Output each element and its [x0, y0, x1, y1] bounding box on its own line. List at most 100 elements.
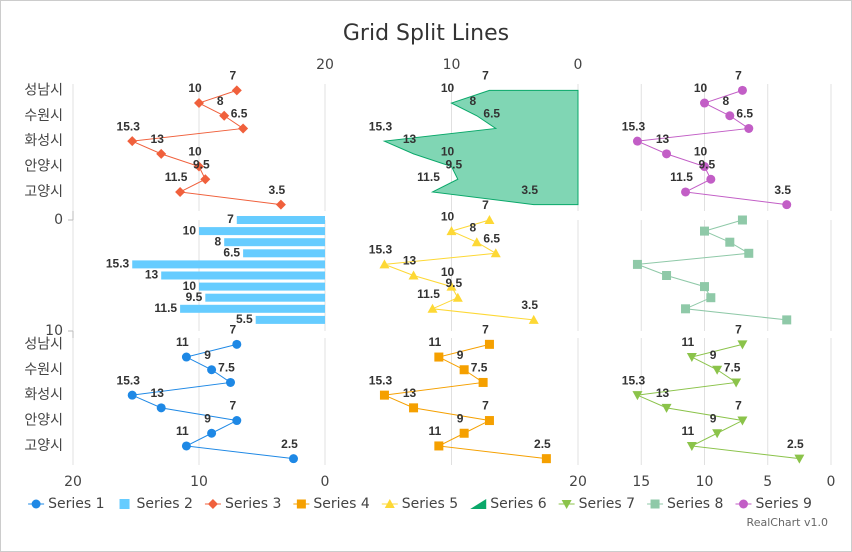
- bar: [199, 282, 325, 291]
- data-label: 8: [469, 94, 476, 108]
- marker: [175, 186, 186, 197]
- category-label: 고양시: [24, 184, 63, 200]
- data-label: 13: [403, 254, 417, 268]
- data-label: 11: [176, 335, 189, 349]
- data-label: 15.3: [117, 119, 141, 133]
- marker: [207, 428, 217, 438]
- marker: [232, 339, 242, 349]
- data-label: 7: [482, 69, 489, 83]
- marker: [681, 304, 691, 314]
- data-label: 7: [735, 399, 742, 413]
- marker: [156, 148, 167, 159]
- data-label: 6.5: [483, 231, 500, 245]
- line: [382, 343, 547, 460]
- y-tick-label: 0: [54, 212, 63, 228]
- data-label: 15.3: [106, 257, 130, 271]
- marker: [712, 365, 723, 375]
- marker: [446, 281, 457, 291]
- marker: [662, 271, 672, 280]
- line: [384, 219, 534, 321]
- x-tick-label: 10: [190, 474, 208, 490]
- data-label: 9.5: [445, 157, 462, 171]
- data-label: 7: [482, 399, 489, 413]
- marker: [459, 428, 469, 438]
- x-tick-label: 5: [763, 474, 772, 490]
- marker: [231, 85, 242, 96]
- legend-item: Series 5: [381, 496, 458, 512]
- bar: [199, 227, 325, 236]
- bar: [132, 260, 325, 269]
- data-label: 8: [217, 94, 224, 108]
- marker: [744, 248, 754, 258]
- category-label: 성남시: [24, 82, 63, 98]
- data-label: 9: [204, 411, 211, 425]
- marker: [700, 282, 709, 292]
- marker: [238, 123, 249, 134]
- legend-label: Series 9: [755, 496, 811, 512]
- data-label: 15.3: [117, 373, 141, 387]
- legend-marker: [650, 499, 660, 509]
- marker: [700, 98, 709, 108]
- legend-item: Series 3: [204, 496, 281, 512]
- x-tick-label: 20: [316, 57, 334, 73]
- data-label: 6.5: [736, 107, 753, 121]
- marker: [632, 391, 643, 401]
- marker: [379, 390, 389, 400]
- data-label: 13: [656, 132, 670, 146]
- marker: [379, 259, 390, 269]
- data-label: 11.5: [417, 170, 440, 184]
- area: [382, 89, 579, 206]
- category-label: 고양시: [24, 438, 63, 454]
- data-label: 7.5: [471, 361, 488, 375]
- legend-label: Series 5: [402, 496, 458, 512]
- bar: [243, 249, 325, 258]
- data-label: 13: [656, 386, 670, 400]
- marker: [731, 378, 742, 388]
- marker: [194, 98, 204, 109]
- marker: [706, 293, 716, 303]
- marker: [528, 314, 539, 324]
- data-label: 13: [151, 132, 165, 146]
- data-label: 9.5: [193, 157, 210, 171]
- x-tick-label: 10: [443, 57, 461, 73]
- legend-item: Series 4: [293, 496, 370, 512]
- data-label: 10: [694, 81, 708, 95]
- credit: RealChart v1.0: [747, 516, 828, 529]
- x-tick-label: 0: [574, 57, 583, 73]
- data-label: 10: [441, 145, 455, 159]
- marker: [484, 416, 494, 426]
- data-label: 9: [710, 411, 717, 425]
- legend-label: Series 1: [48, 496, 104, 512]
- marker: [434, 352, 444, 362]
- data-label: 2.5: [787, 437, 804, 451]
- marker: [127, 390, 137, 400]
- marker: [662, 149, 672, 159]
- marker: [744, 123, 754, 133]
- marker: [194, 161, 204, 172]
- data-label: 15.3: [369, 243, 393, 257]
- data-label: 3.5: [774, 183, 791, 197]
- data-label: 7: [229, 323, 236, 337]
- data-label: 15.3: [369, 373, 393, 387]
- legend-label: Series 3: [225, 496, 281, 512]
- marker: [275, 199, 286, 210]
- data-label: 11: [682, 424, 695, 438]
- legend-label: Series 2: [137, 496, 193, 512]
- line: [635, 343, 800, 460]
- data-label: 11.5: [670, 170, 693, 184]
- legend-marker: [561, 500, 572, 509]
- data-label: 8: [722, 94, 729, 108]
- data-label: 11.5: [165, 170, 188, 184]
- marker: [712, 429, 723, 439]
- bar: [161, 271, 325, 280]
- legend-swatch: [119, 499, 130, 509]
- data-label: 11: [176, 424, 189, 438]
- marker: [471, 237, 482, 247]
- data-label: 9.5: [186, 290, 203, 304]
- legend-item: Series 6: [470, 496, 547, 512]
- data-label: 7: [482, 323, 489, 337]
- data-label: 13: [403, 132, 417, 146]
- line: [635, 89, 787, 206]
- data-label: 8: [469, 220, 476, 234]
